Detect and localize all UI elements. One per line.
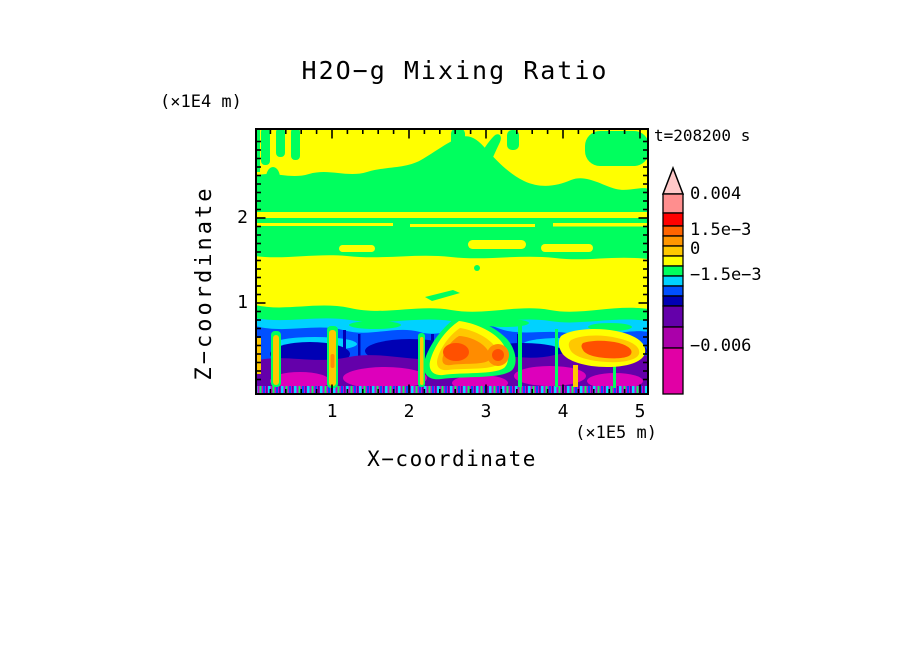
colorbar-level-label: −0.006	[690, 336, 752, 356]
x-tick-label: 4	[557, 401, 569, 422]
x-tick-label: 2	[403, 401, 415, 422]
y-axis-title: Z−coordinate	[192, 185, 217, 381]
tick-marks	[256, 129, 648, 394]
timestamp-label: t=208200 s	[654, 126, 751, 145]
y-tick-label: 2	[237, 207, 248, 228]
y-tick-label: 1	[237, 292, 248, 313]
plot-border	[255, 128, 649, 395]
y-axis-unit-label: (×1E4 m)	[160, 92, 242, 112]
x-axis-unit-label: (×1E5 m)	[575, 423, 657, 443]
page-title: H2O−g Mixing Ratio	[301, 56, 609, 85]
central-plume	[423, 315, 516, 380]
right-plume	[558, 328, 646, 387]
x-tick-label: 3	[480, 401, 492, 422]
x-axis-title: X−coordinate	[367, 447, 537, 471]
x-tick-label: 5	[634, 401, 646, 422]
x-tick-label: 1	[326, 401, 338, 422]
contour-plot	[255, 128, 649, 395]
colorbar-level-label: −1.5e−3	[690, 265, 762, 285]
updraft-plumes	[255, 326, 425, 388]
colorbar-level-label: 1.5e−3	[690, 220, 752, 240]
colorbar	[661, 166, 685, 395]
colorbar-level-label: 0	[690, 239, 701, 259]
contour-field	[255, 128, 649, 395]
colorbar-level-label: 0.004	[690, 184, 742, 204]
colorbar-arrow-icon	[661, 166, 685, 195]
colorbar-segments	[662, 193, 684, 395]
